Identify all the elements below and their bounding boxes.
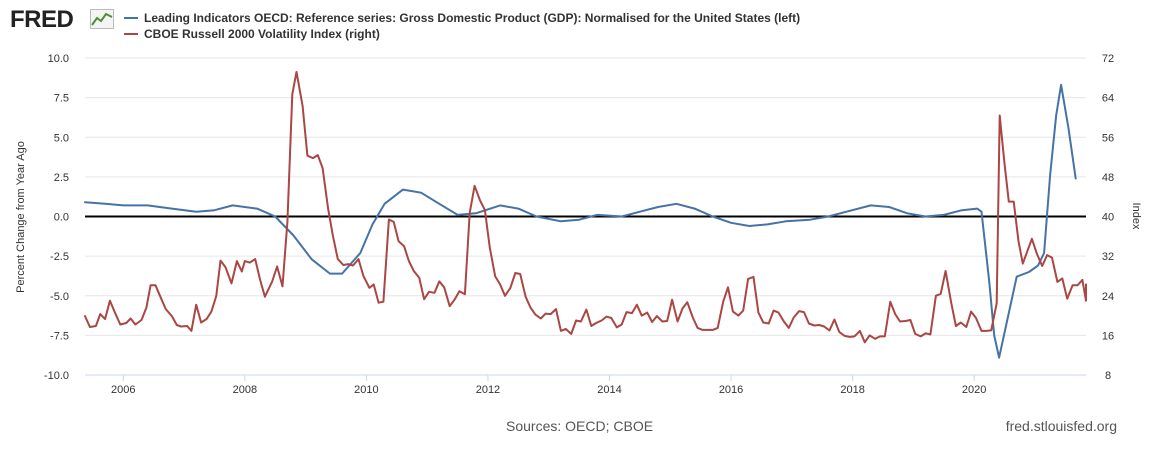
chart-legend: Leading Indicators OECD: Reference serie… <box>124 10 800 42</box>
y-left-tick-label: -5.0 <box>50 291 69 303</box>
y-right-tick-label: 48 <box>1102 172 1114 184</box>
y-axis-left-title: Percent Change from Year Ago <box>15 141 27 293</box>
y-left-tick-label: 0.0 <box>54 212 69 224</box>
legend-swatch-right <box>124 33 138 35</box>
x-tick-label: 2012 <box>476 384 500 396</box>
series-line-left[interactable] <box>84 83 1077 359</box>
x-tick-label: 2008 <box>233 384 257 396</box>
y-right-tick-label: 72 <box>1102 53 1114 65</box>
x-tick-label: 2018 <box>840 384 864 396</box>
series-line-right[interactable] <box>84 70 1087 344</box>
legend-entry-left[interactable]: Leading Indicators OECD: Reference serie… <box>124 10 800 26</box>
fred-logo[interactable]: FRED <box>10 6 74 33</box>
y-right-tick-label: 32 <box>1102 251 1114 263</box>
fred-chart-icon <box>90 9 114 29</box>
legend-swatch-left <box>124 17 138 19</box>
site-link[interactable]: fred.stlouisfed.org <box>1005 418 1117 434</box>
legend-label-left: Leading Indicators OECD: Reference serie… <box>144 11 801 25</box>
x-tick-label: 2016 <box>719 384 743 396</box>
x-tick-label: 2014 <box>597 384 621 396</box>
y-left-tick-label: 10.0 <box>48 53 69 65</box>
y-right-tick-label: 64 <box>1102 93 1114 105</box>
y-left-tick-label: -2.5 <box>50 251 69 263</box>
x-tick-label: 2010 <box>354 384 378 396</box>
y-left-tick-label: 2.5 <box>54 172 69 184</box>
legend-label-right: CBOE Russell 2000 Volatility Index (righ… <box>144 27 380 41</box>
x-tick-label: 2006 <box>111 384 135 396</box>
y-right-tick-label: 40 <box>1102 212 1114 224</box>
y-right-tick-label: 24 <box>1102 291 1114 303</box>
y-left-tick-label: 7.5 <box>54 93 69 105</box>
y-left-tick-label: -7.5 <box>50 330 69 342</box>
y-left-tick-label: -10.0 <box>44 370 69 382</box>
sources-note: Sources: OECD; CBOE <box>506 418 654 434</box>
y-axis-right-title: Index <box>1130 203 1142 230</box>
legend-entry-right[interactable]: CBOE Russell 2000 Volatility Index (righ… <box>124 26 800 42</box>
y-right-tick-label: 56 <box>1102 132 1114 144</box>
y-right-tick-label: 16 <box>1102 330 1114 342</box>
y-left-tick-label: 5.0 <box>54 132 69 144</box>
x-tick-label: 2020 <box>962 384 986 396</box>
y-right-tick-label: 8 <box>1105 370 1111 382</box>
